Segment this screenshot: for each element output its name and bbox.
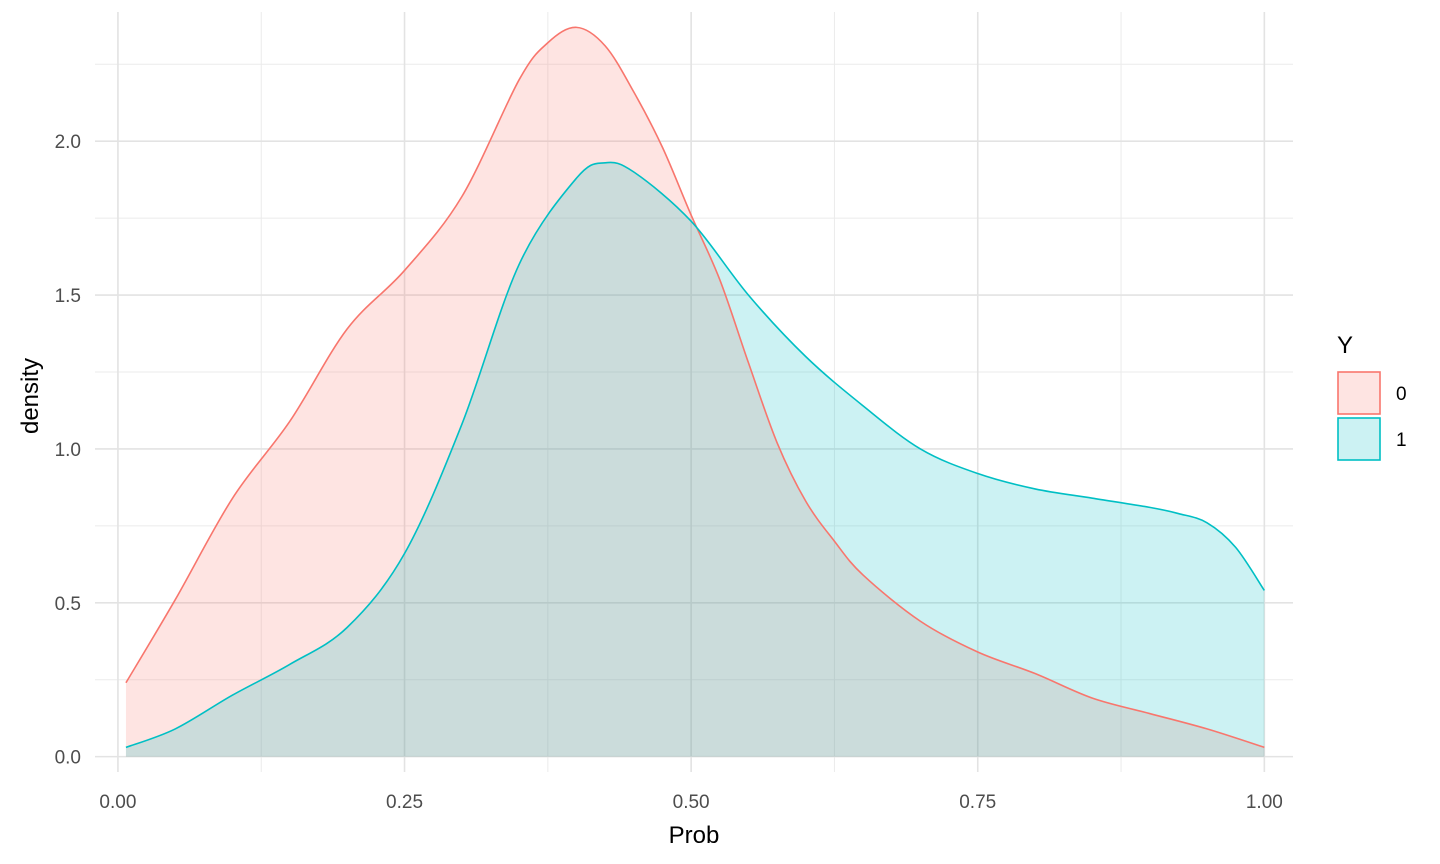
legend-label-series-0: 0: [1396, 384, 1407, 405]
legend-label-series-1: 1: [1396, 430, 1407, 451]
x-tick-label: 0.50: [673, 792, 710, 813]
density-area-series-0: [125, 27, 1265, 757]
x-tick-label: 1.00: [1246, 792, 1283, 813]
x-tick-label: 0.25: [386, 792, 423, 813]
y-tick-label: 0.5: [55, 594, 81, 615]
minor-gridlines: [95, 12, 1293, 772]
legend: Y 01: [1337, 332, 1407, 461]
x-axis-title: Prob: [669, 822, 720, 849]
x-axis-tick-labels: 0.00 0.25 0.50 0.75 1.00: [99, 792, 1282, 813]
density-areas: [125, 27, 1265, 757]
y-tick-label: 0.0: [55, 748, 81, 769]
y-tick-label: 2.0: [55, 132, 81, 153]
density-area-series-1: [125, 162, 1265, 757]
x-tick-label: 0.75: [959, 792, 996, 813]
y-axis-title: density: [17, 358, 44, 434]
legend-key-series-0: [1337, 371, 1381, 415]
legend-title: Y: [1337, 332, 1353, 359]
x-tick-label: 0.00: [99, 792, 136, 813]
legend-key-series-1: [1337, 417, 1381, 461]
legend-entries: 01: [1337, 371, 1407, 461]
y-axis-tick-labels: 0.0 0.5 1.0 1.5 2.0: [55, 132, 81, 768]
major-gridlines: [95, 12, 1293, 772]
y-tick-label: 1.5: [55, 286, 81, 307]
density-line-series-0: [125, 26, 1265, 749]
density-line-series-1: [125, 161, 1266, 749]
y-tick-label: 1.0: [55, 440, 81, 461]
density-lines: [125, 26, 1266, 749]
